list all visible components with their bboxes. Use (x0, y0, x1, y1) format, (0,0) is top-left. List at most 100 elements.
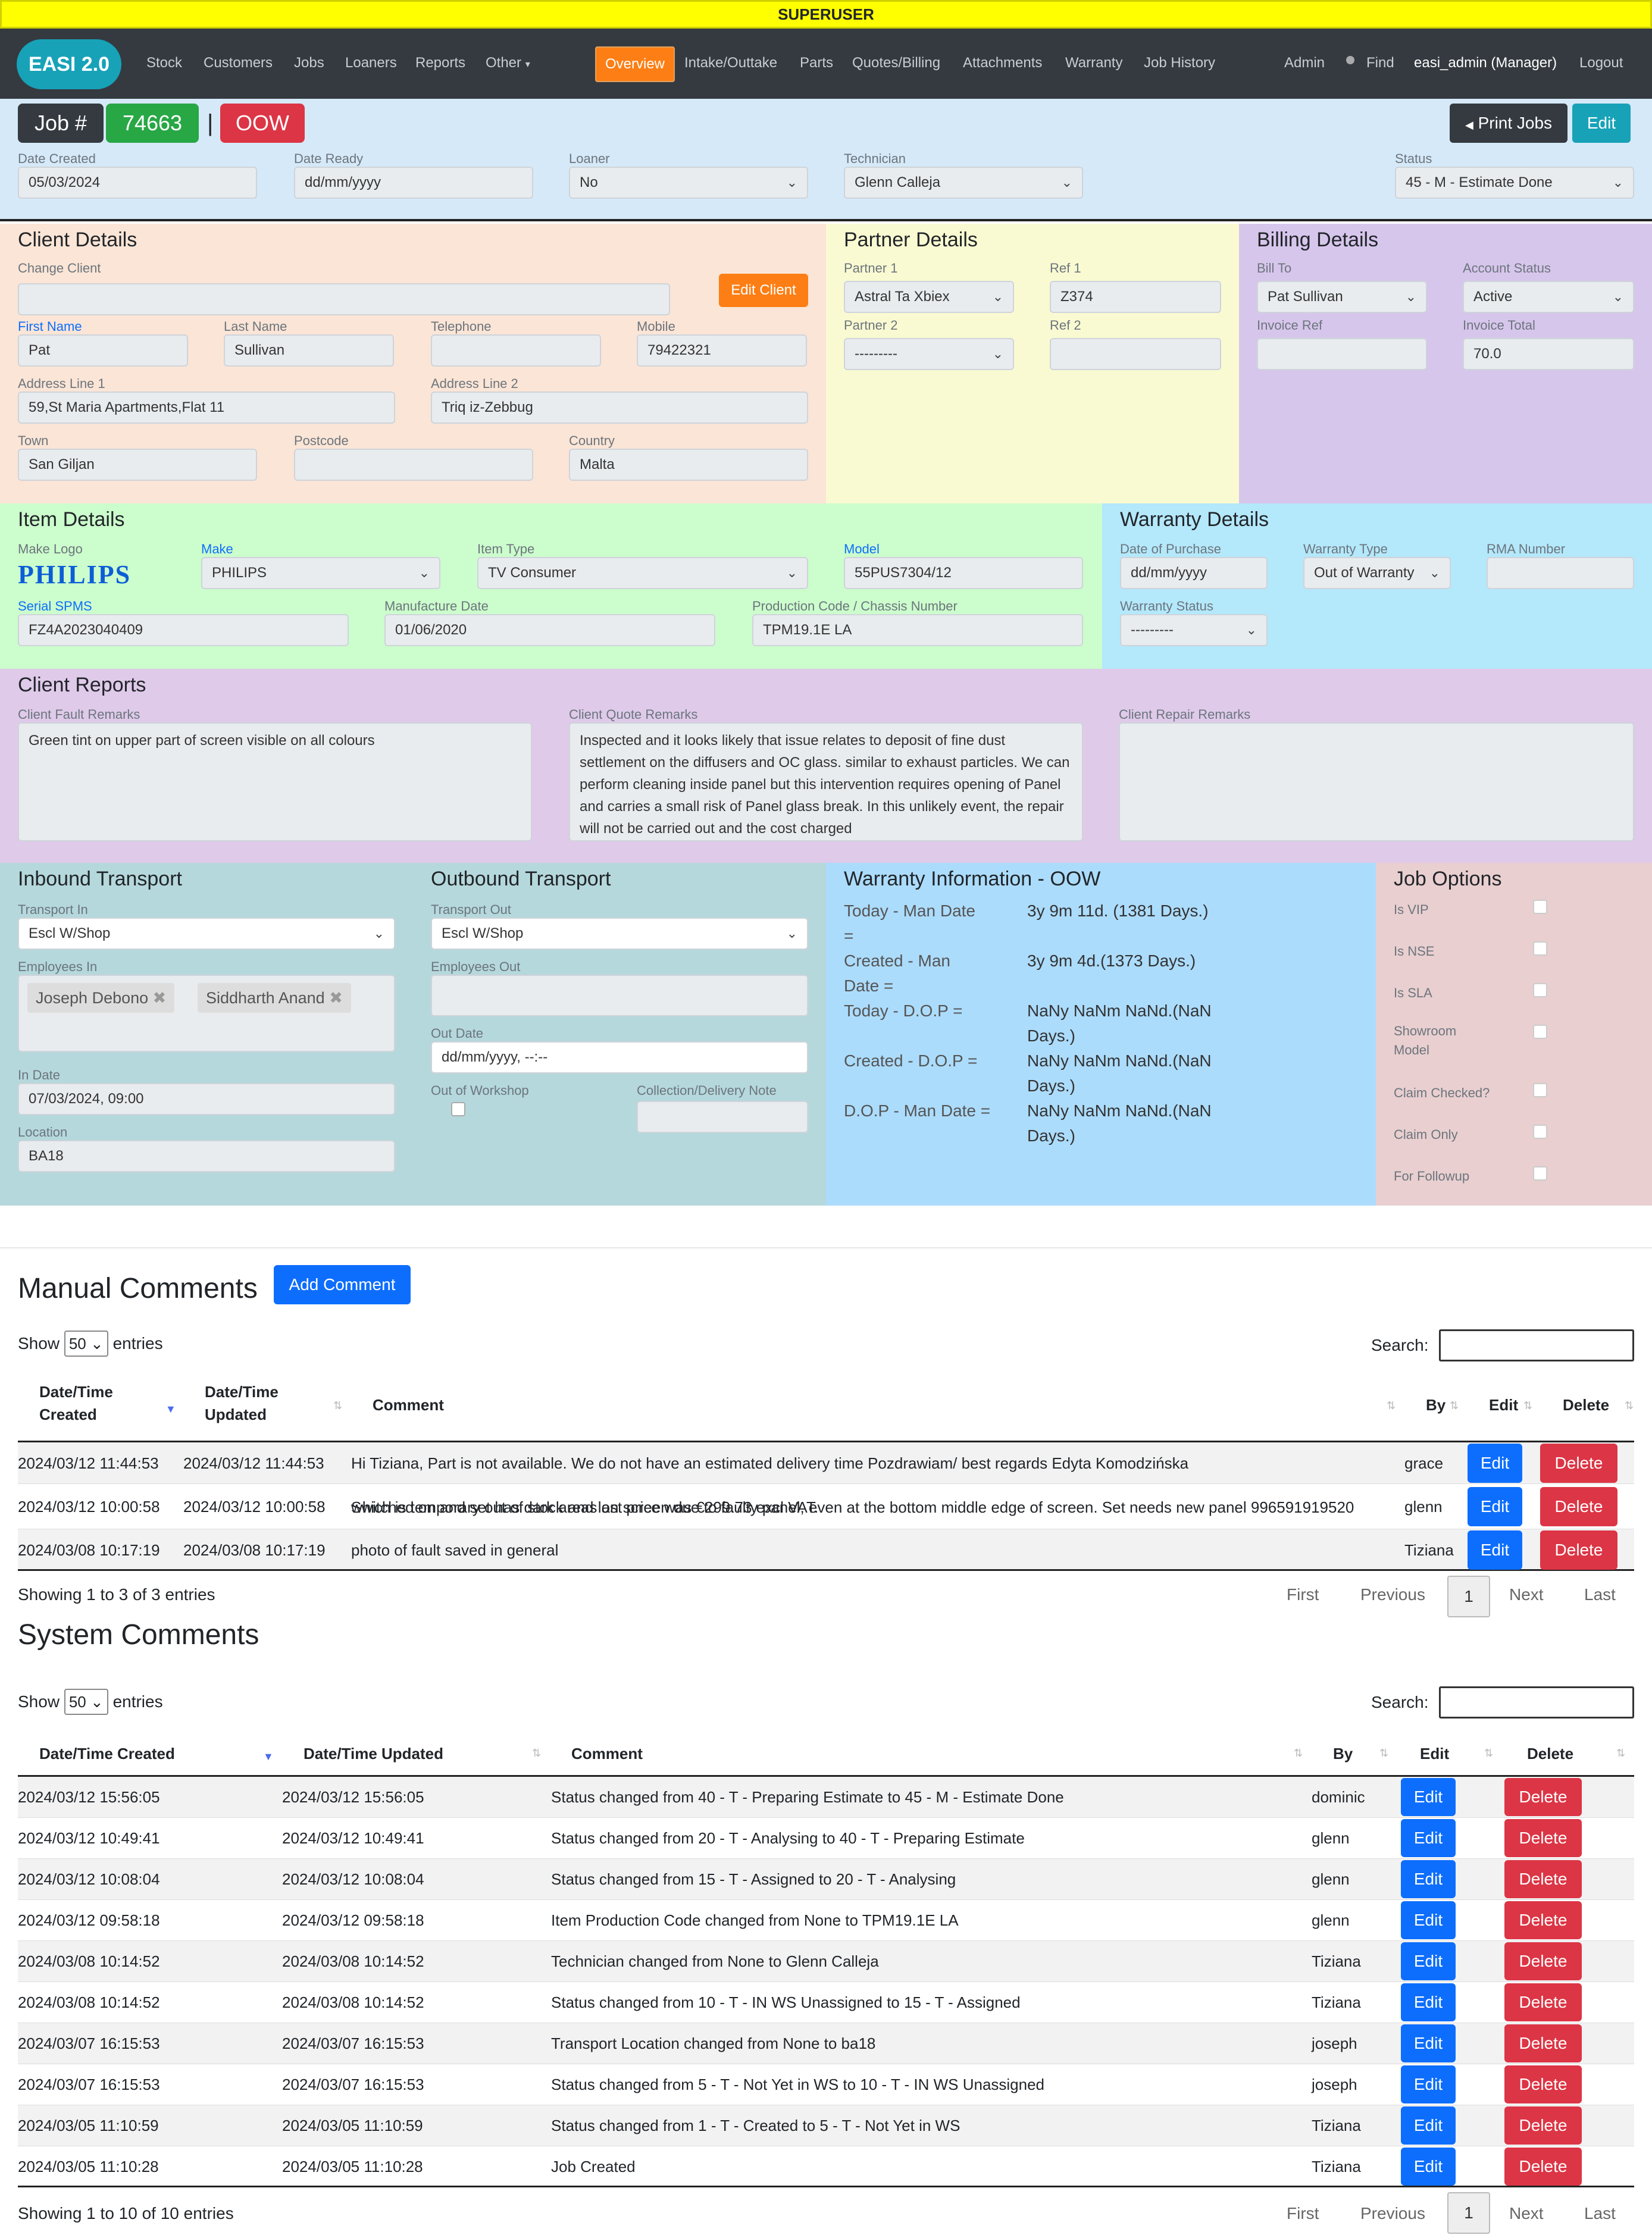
delete-button[interactable]: Delete (1540, 1530, 1617, 1570)
edit-button[interactable]: Edit (1401, 1860, 1456, 1898)
invoice-ref-input[interactable] (1257, 338, 1427, 370)
tab-job-history[interactable]: Job History (1144, 55, 1216, 71)
nav-stock[interactable]: Stock (146, 55, 183, 71)
nav-other[interactable]: Other ▾ (486, 55, 530, 71)
pager-last[interactable]: Last (1584, 2204, 1616, 2223)
edit-button[interactable]: Edit (1401, 1942, 1456, 1980)
warranty-type-select[interactable]: Out of Warranty ⌄ (1303, 557, 1451, 589)
col-edit[interactable]: Edit (1489, 1396, 1519, 1414)
tab-overview[interactable]: Overview (595, 46, 675, 82)
mobile-input[interactable]: 79422321 (637, 334, 807, 367)
model-input[interactable]: 55PUS7304/12 (844, 557, 1083, 589)
pager-page[interactable]: 1 (1447, 1576, 1490, 1617)
tab-intake-outtake[interactable]: Intake/Outtake (684, 55, 778, 71)
print-jobs-button[interactable]: ◀ Print Jobs (1450, 104, 1567, 143)
address2-input[interactable]: Triq iz-Zebbug (431, 392, 808, 424)
col-updated[interactable]: Date/Time Updated (304, 1745, 444, 1763)
country-input[interactable]: Malta (569, 449, 808, 481)
address1-input[interactable]: 59,St Maria Apartments,Flat 11 (18, 392, 395, 424)
date-ready-input[interactable]: dd/mm/yyyy (294, 167, 533, 199)
delete-button[interactable]: Delete (1504, 1983, 1582, 2021)
remove-icon[interactable]: ✖ (152, 989, 167, 1007)
delete-button[interactable]: Delete (1504, 1901, 1582, 1939)
edit-button[interactable]: Edit (1401, 1778, 1456, 1816)
in-date-input[interactable]: 07/03/2024, 09:00 (18, 1083, 395, 1115)
edit-job-button[interactable]: Edit (1572, 104, 1631, 143)
pager-next[interactable]: Next (1509, 1585, 1544, 1604)
nav-user[interactable]: easi_admin (Manager) (1414, 55, 1557, 71)
col-delete[interactable]: Delete (1527, 1745, 1574, 1763)
manufacture-date-input[interactable]: 01/06/2020 (384, 614, 715, 646)
nav-reports[interactable]: Reports (415, 55, 466, 71)
make-select[interactable]: PHILIPS ⌄ (201, 557, 440, 589)
quote-remarks-textarea[interactable]: Inspected and it looks likely that issue… (569, 722, 1083, 841)
transport-in-select[interactable]: Escl W/Shop ⌄ (18, 918, 395, 950)
status-select[interactable]: 45 - M - Estimate Done ⌄ (1395, 167, 1634, 199)
item-type-select[interactable]: TV Consumer ⌄ (477, 557, 808, 589)
add-comment-button[interactable]: Add Comment (274, 1265, 411, 1304)
tab-attachments[interactable]: Attachments (963, 55, 1043, 71)
remove-icon[interactable]: ✖ (329, 989, 343, 1007)
nav-admin[interactable]: Admin (1284, 55, 1325, 71)
entries-select[interactable]: 50 ⌄ (64, 1331, 108, 1357)
rma-input[interactable] (1487, 557, 1634, 589)
option-showroom-checkbox[interactable] (1533, 1025, 1547, 1039)
postcode-input[interactable] (294, 449, 533, 481)
tab-warranty[interactable]: Warranty (1065, 55, 1123, 71)
loaner-select[interactable]: No ⌄ (569, 167, 808, 199)
partner1-select[interactable]: Astral Ta Xbiex ⌄ (844, 281, 1014, 313)
repair-remarks-textarea[interactable] (1119, 722, 1634, 841)
edit-button[interactable]: Edit (1468, 1444, 1522, 1483)
town-input[interactable]: San Giljan (18, 449, 257, 481)
employees-in-field[interactable]: Joseph Debono ✖ Siddharth Anand ✖ (18, 975, 395, 1052)
pager-page[interactable]: 1 (1447, 2192, 1490, 2234)
employees-out-input[interactable] (431, 975, 808, 1016)
col-by[interactable]: By (1333, 1745, 1353, 1763)
bill-to-select[interactable]: Pat Sullivan ⌄ (1257, 281, 1427, 313)
col-updated[interactable]: Date/Time Updated (205, 1383, 279, 1423)
delete-button[interactable]: Delete (1504, 1942, 1582, 1980)
account-status-select[interactable]: Active ⌄ (1463, 281, 1634, 313)
partner2-select[interactable]: --------- ⌄ (844, 338, 1014, 370)
edit-button[interactable]: Edit (1401, 2148, 1456, 2186)
brand-logo[interactable]: EASI 2.0 (17, 39, 121, 89)
pager-next[interactable]: Next (1509, 2204, 1544, 2223)
col-created[interactable]: Date/Time Created (39, 1745, 175, 1763)
delete-button[interactable]: Delete (1504, 2148, 1582, 2186)
nav-jobs[interactable]: Jobs (294, 55, 324, 71)
manual-search-input[interactable] (1439, 1329, 1634, 1361)
col-comment[interactable]: Comment (373, 1396, 444, 1414)
delete-button[interactable]: Delete (1504, 1778, 1582, 1816)
delete-button[interactable]: Delete (1504, 1819, 1582, 1857)
edit-button[interactable]: Edit (1401, 2065, 1456, 2103)
fault-remarks-textarea[interactable]: Green tint on upper part of screen visib… (18, 722, 532, 841)
nav-find[interactable]: Find (1366, 55, 1394, 71)
first-name-input[interactable]: Pat (18, 334, 188, 367)
ref1-input[interactable]: Z374 (1050, 281, 1221, 313)
option-followup-checkbox[interactable] (1533, 1166, 1547, 1181)
edit-button[interactable]: Edit (1401, 2024, 1456, 2062)
entries-select[interactable]: 50 ⌄ (64, 1689, 108, 1715)
date-created-input[interactable]: 05/03/2024 (18, 167, 257, 199)
option-is-nse-checkbox[interactable] (1533, 941, 1547, 956)
delete-button[interactable]: Delete (1504, 2106, 1582, 2145)
pager-previous[interactable]: Previous (1360, 1585, 1425, 1604)
pager-previous[interactable]: Previous (1360, 2204, 1425, 2223)
delete-button[interactable]: Delete (1504, 1860, 1582, 1898)
delete-button[interactable]: Delete (1504, 2024, 1582, 2062)
telephone-input[interactable] (431, 334, 601, 367)
edit-button[interactable]: Edit (1401, 1983, 1456, 2021)
option-claim-only-checkbox[interactable] (1533, 1125, 1547, 1139)
tab-parts[interactable]: Parts (800, 55, 834, 71)
delete-button[interactable]: Delete (1540, 1444, 1617, 1483)
serial-input[interactable]: FZ4A2023040409 (18, 614, 349, 646)
edit-button[interactable]: Edit (1401, 2106, 1456, 2145)
technician-select[interactable]: Glenn Calleja ⌄ (844, 167, 1083, 199)
out-date-input[interactable]: dd/mm/yyyy, --:-- (431, 1041, 808, 1073)
last-name-input[interactable]: Sullivan (224, 334, 394, 367)
warranty-status-select[interactable]: --------- ⌄ (1120, 614, 1268, 646)
edit-button[interactable]: Edit (1401, 1901, 1456, 1939)
pager-first[interactable]: First (1287, 1585, 1319, 1604)
pager-first[interactable]: First (1287, 2204, 1319, 2223)
pager-last[interactable]: Last (1584, 1585, 1616, 1604)
